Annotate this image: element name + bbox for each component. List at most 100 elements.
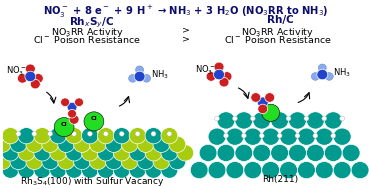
Circle shape — [324, 144, 342, 162]
Circle shape — [161, 145, 178, 161]
Circle shape — [206, 72, 216, 81]
Circle shape — [66, 145, 83, 161]
Circle shape — [84, 112, 104, 131]
Circle shape — [97, 162, 114, 178]
Circle shape — [315, 128, 333, 145]
Circle shape — [208, 162, 226, 179]
Circle shape — [161, 128, 178, 144]
Circle shape — [67, 102, 77, 112]
Circle shape — [105, 136, 122, 152]
Circle shape — [289, 144, 306, 162]
Circle shape — [89, 153, 106, 170]
Text: NO$_3^-$: NO$_3^-$ — [195, 63, 215, 77]
Circle shape — [58, 136, 75, 152]
Circle shape — [73, 153, 90, 170]
Circle shape — [82, 145, 99, 161]
Text: NO$_3$RR Activity: NO$_3$RR Activity — [241, 26, 314, 39]
Circle shape — [277, 133, 282, 138]
Circle shape — [271, 144, 289, 162]
Circle shape — [214, 69, 224, 80]
Circle shape — [10, 136, 27, 152]
Circle shape — [280, 128, 297, 145]
Circle shape — [169, 153, 186, 170]
Circle shape — [129, 74, 137, 82]
Circle shape — [257, 97, 268, 108]
Circle shape — [153, 136, 170, 152]
Circle shape — [0, 153, 11, 170]
Circle shape — [2, 162, 19, 178]
Circle shape — [311, 73, 319, 80]
Circle shape — [297, 128, 315, 145]
Text: NH$_3$: NH$_3$ — [151, 69, 168, 81]
Circle shape — [18, 145, 35, 161]
Circle shape — [177, 145, 194, 161]
Circle shape — [61, 98, 70, 107]
Text: Cl: Cl — [61, 122, 68, 127]
Text: Cl$^-$ Poison Resistance: Cl$^-$ Poison Resistance — [33, 34, 141, 45]
Circle shape — [103, 131, 108, 136]
Circle shape — [25, 71, 36, 82]
Text: NH$_3$: NH$_3$ — [333, 67, 351, 79]
Circle shape — [30, 79, 40, 89]
Circle shape — [66, 162, 83, 178]
Circle shape — [324, 112, 342, 129]
Circle shape — [161, 162, 178, 178]
Circle shape — [313, 133, 318, 138]
Circle shape — [190, 162, 208, 179]
Circle shape — [48, 131, 53, 136]
Circle shape — [145, 145, 162, 161]
Circle shape — [244, 128, 262, 145]
Circle shape — [244, 162, 262, 179]
Circle shape — [351, 162, 369, 179]
Circle shape — [250, 116, 255, 121]
Circle shape — [113, 128, 130, 144]
Circle shape — [18, 162, 35, 178]
Circle shape — [32, 131, 37, 136]
Circle shape — [97, 145, 114, 161]
Circle shape — [340, 116, 345, 121]
Circle shape — [253, 144, 271, 162]
Circle shape — [58, 153, 75, 170]
Circle shape — [73, 136, 90, 152]
Circle shape — [129, 145, 146, 161]
Circle shape — [42, 136, 59, 152]
Circle shape — [42, 153, 59, 170]
Circle shape — [262, 128, 280, 145]
Circle shape — [136, 66, 144, 74]
Circle shape — [113, 145, 130, 161]
Circle shape — [72, 131, 76, 136]
Circle shape — [280, 162, 297, 179]
Circle shape — [226, 128, 244, 145]
Circle shape — [50, 162, 66, 178]
Circle shape — [214, 62, 224, 72]
Circle shape — [232, 116, 237, 121]
Circle shape — [235, 144, 253, 162]
Circle shape — [2, 145, 19, 161]
Circle shape — [295, 133, 300, 138]
Circle shape — [199, 144, 217, 162]
Circle shape — [145, 128, 162, 144]
Text: Rh/C: Rh/C — [267, 15, 294, 25]
Text: Rh$_3$S$_4$(100) with Sulfur Vacancy: Rh$_3$S$_4$(100) with Sulfur Vacancy — [20, 175, 164, 188]
Circle shape — [222, 72, 232, 81]
Circle shape — [167, 131, 172, 136]
Circle shape — [105, 153, 122, 170]
Circle shape — [217, 112, 235, 129]
Text: NO$_3$RR Activity: NO$_3$RR Activity — [51, 26, 123, 39]
Circle shape — [54, 118, 74, 137]
Circle shape — [306, 112, 324, 129]
Circle shape — [119, 131, 124, 136]
Circle shape — [151, 131, 156, 136]
Circle shape — [17, 74, 27, 83]
Circle shape — [121, 136, 138, 152]
Circle shape — [16, 131, 21, 136]
Circle shape — [26, 153, 43, 170]
Circle shape — [241, 133, 246, 138]
Circle shape — [50, 145, 66, 161]
Circle shape — [50, 128, 66, 144]
Circle shape — [315, 162, 333, 179]
Circle shape — [253, 112, 271, 129]
Circle shape — [271, 112, 289, 129]
Circle shape — [325, 73, 333, 80]
Circle shape — [25, 64, 35, 74]
